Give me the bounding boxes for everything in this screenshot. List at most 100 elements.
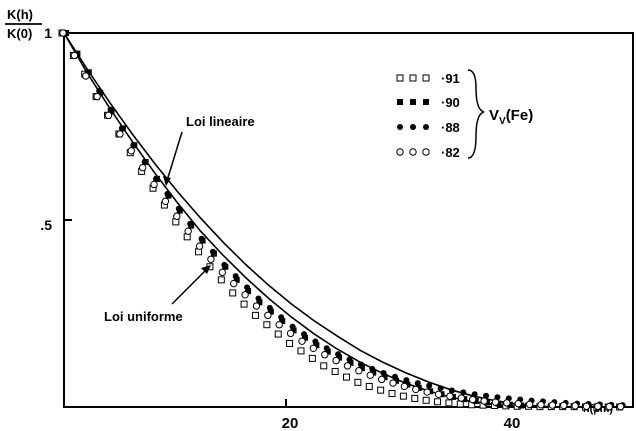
data-point-open-circle <box>138 163 147 172</box>
data-point-open-square <box>354 378 362 386</box>
data-point-filled-square <box>393 377 400 384</box>
legend-marker-filled-square <box>423 99 429 105</box>
data-point-filled-circle <box>357 361 364 368</box>
data-point-open-circle <box>560 401 568 410</box>
data-point-open-circle <box>582 402 591 410</box>
data-point-open-square <box>343 373 350 381</box>
data-point-open-circle <box>173 212 181 220</box>
legend-brace <box>467 69 485 159</box>
data-point-open-circle <box>389 379 397 387</box>
data-point-open-circle <box>355 367 363 375</box>
data-point-open-circle <box>150 180 158 189</box>
data-point-open-circle <box>332 356 340 365</box>
legend-label-91: ·91 <box>441 71 460 86</box>
data-point-filled-circle <box>471 391 478 398</box>
data-point-open-square <box>308 354 316 362</box>
legend: ·91 ·90 ·88 ·82 VV(Fe) <box>396 69 533 160</box>
legend-group-label: VV(Fe) <box>489 107 533 127</box>
data-point-open-square <box>320 362 328 370</box>
data-point-filled-circle <box>380 369 387 376</box>
data-point-open-square <box>240 300 248 308</box>
data-point-filled-circle <box>312 338 319 345</box>
data-point-open-circle <box>161 197 170 206</box>
data-point-filled-circle <box>96 87 103 94</box>
data-point-filled-circle <box>369 365 376 372</box>
data-point-open-square <box>399 392 407 400</box>
data-point-filled-circle <box>130 142 137 149</box>
data-point-open-square <box>445 399 453 407</box>
data-point-open-circle <box>525 400 534 409</box>
legend-label-82: ·82 <box>441 145 460 160</box>
data-point-open-square <box>251 311 259 319</box>
data-point-filled-circle <box>278 314 285 321</box>
data-point-open-circle <box>412 385 420 394</box>
data-point-filled-circle <box>426 382 433 389</box>
data-point-open-circle <box>70 51 79 60</box>
data-point-open-circle <box>366 371 374 379</box>
data-point-open-circle <box>298 337 306 345</box>
data-point-open-circle <box>548 401 557 409</box>
data-point-filled-square <box>347 359 354 366</box>
data-point-filled-circle <box>107 106 114 113</box>
data-point-open-circle <box>377 375 386 384</box>
data-point-filled-circle <box>187 220 194 227</box>
data-point-open-square <box>434 398 442 406</box>
data-point-filled-square <box>336 354 343 361</box>
data-point-filled-circle <box>300 331 307 338</box>
data-point-filled-circle <box>244 284 251 291</box>
legend-marker-open-square <box>409 74 417 82</box>
data-point-open-circle <box>195 242 204 250</box>
data-point-filled-circle <box>323 345 330 352</box>
data-point-open-circle <box>59 29 67 37</box>
data-point-filled-circle <box>232 273 239 280</box>
data-point-open-circle <box>514 399 522 408</box>
data-point-filled-square <box>256 299 263 306</box>
data-point-open-square <box>422 396 430 404</box>
data-point-filled-circle <box>346 356 353 363</box>
legend-marker-open-square <box>422 74 430 82</box>
plot-frame <box>63 32 634 408</box>
data-point-filled-circle <box>403 377 410 384</box>
data-point-open-circle <box>207 255 215 263</box>
ylabel-numerator: K(h) <box>7 7 33 22</box>
x-tick-label-20: 20 <box>282 415 299 431</box>
data-point-filled-circle <box>153 175 160 182</box>
data-point-open-circle <box>218 268 227 277</box>
y-tick-label-1: 1 <box>44 25 52 41</box>
data-point-open-square <box>229 289 237 297</box>
data-point-open-square <box>377 386 385 394</box>
data-point-open-circle <box>537 401 545 409</box>
legend-marker-open-circle <box>422 148 430 156</box>
data-point-filled-square <box>279 317 286 324</box>
arrow-head-lineaire-icon <box>163 176 171 186</box>
data-point-filled-circle <box>460 389 467 396</box>
annotation-arrow-lineaire <box>165 131 183 185</box>
data-point-open-circle <box>264 311 272 320</box>
data-point-open-circle <box>503 399 511 407</box>
ylabel-denominator: K(0) <box>7 26 32 41</box>
data-point-open-circle <box>104 111 113 119</box>
data-point-filled-circle <box>414 380 421 387</box>
data-point-open-square <box>331 367 339 375</box>
data-point-open-circle <box>594 402 602 410</box>
data-point-filled-circle <box>118 125 125 132</box>
data-point-filled-circle <box>392 373 399 380</box>
legend-label-88: ·88 <box>441 120 460 135</box>
legend-marker-filled-circle <box>410 124 416 130</box>
data-point-open-square <box>365 382 373 390</box>
data-point-open-circle <box>468 395 477 404</box>
data-point-open-circle <box>446 392 454 400</box>
data-point-filled-circle <box>437 385 444 392</box>
data-point-open-square <box>263 321 271 329</box>
legend-marker-filled-circle <box>423 124 429 130</box>
legend-marker-filled-circle <box>397 124 403 130</box>
data-point-filled-circle <box>209 248 216 255</box>
data-point-filled-circle <box>335 351 342 358</box>
x-tick-label-40: 40 <box>504 415 521 431</box>
data-point-open-circle <box>230 279 238 288</box>
data-point-open-circle <box>275 321 283 329</box>
data-point-filled-square <box>233 276 240 283</box>
data-point-open-square <box>274 330 282 338</box>
data-point-open-circle <box>491 398 500 406</box>
